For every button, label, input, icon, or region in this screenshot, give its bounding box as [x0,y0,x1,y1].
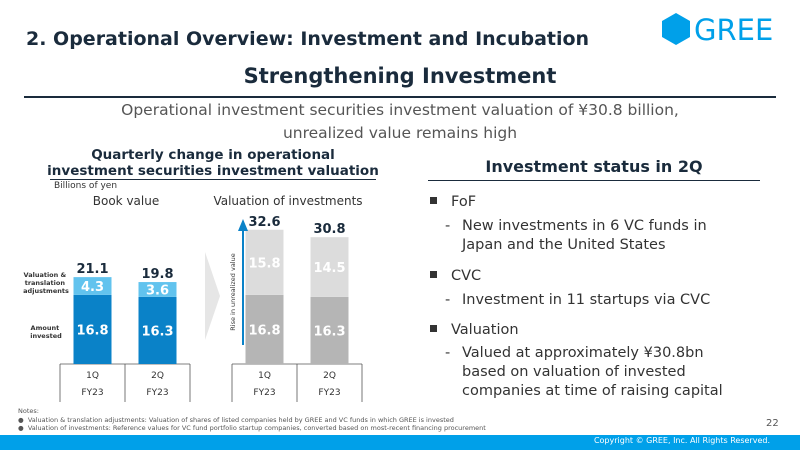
bullet-cvc: CVC [430,268,481,284]
book-value-bar-2Q-base [138,296,177,364]
adjustments-label-part-3: adjustments [23,287,69,295]
panel-title-line-2: investment securities investment valuati… [47,163,379,179]
bullet-cvc-label: CVC [451,268,482,284]
subtitle-line-2: unrealized value remains high [282,124,518,142]
arrow-up-icon [238,219,248,231]
bullet-cvc-line-1: Investment in 11 startups via CVC [462,292,711,308]
hexagon-icon [662,13,690,45]
book-value-bar-1Q-top [73,277,112,295]
rise-arrow-label: Rise in unrealized value [229,253,237,331]
unit-label: Billions of yen [54,181,118,191]
bullet-valuation-line-1: Valued at approximately ¥30.8bn [462,345,704,361]
footer-bar: Copyright © GREE, Inc. All Rights Reserv… [0,435,800,450]
bullet-square-icon [430,324,437,332]
note-item-2-text: Valuation of investments: Reference valu… [27,424,486,432]
book-value-total-label: 21.1 [76,262,108,277]
valuation-bar-2Q-base [310,296,349,364]
bullet-fof-line-1: New investments in 6 VC funds in [462,218,707,234]
right-chart-title: Valuation of investments [213,194,362,208]
panel-title-line-1: Quarterly change in operational [91,147,335,163]
dash-marker: - [445,292,451,308]
dash-marker: - [445,345,451,361]
valuation-total-label: 32.6 [248,215,280,230]
adjustments-label-part-1: Valuation & [24,271,67,279]
book-value-category-label: 1Q [86,371,99,381]
subtitle-line-1: Operational investment securities invest… [121,101,679,119]
note-item-2: ● Valuation of investments: Reference va… [18,424,486,432]
valuation-bar-label: 16.3 [313,324,345,339]
book-value-total-label: 19.8 [141,267,173,282]
bullet-square-icon [430,196,437,204]
amount-label-part-1: Amount [31,324,60,332]
adjustments-label-part-2: translation [25,279,66,287]
headline: Strengthening Investment [243,64,557,88]
book-value-category-label: 2Q [151,371,164,381]
bullet-fof-line-2: Japan and the United States [462,237,666,253]
investment-status-title: Investment status in 2Q [485,157,703,176]
book-value-period-label: FY23 [81,388,103,398]
copyright-text: Copyright © GREE, Inc. All Rights Reserv… [593,436,770,445]
headline-divider [24,96,776,98]
bullet-valuation-line-2: based on valuation of invested [462,364,686,380]
page-number: 22 [766,418,779,429]
valuation-period-label: FY23 [318,388,340,398]
panel-title-underline [50,179,376,180]
series-label-amount: Amount invested [30,324,62,340]
investment-status-underline [428,180,760,181]
valuation-category-label: 2Q [323,371,336,381]
valuation-bar-label: 14.5 [313,261,345,276]
bullet-valuation-line-3: companies at time of raising capital [462,383,723,399]
book-value-bar-label: 3.6 [146,283,169,298]
amount-label-part-2: invested [30,332,62,340]
chevron-right-icon [205,252,220,340]
bullet-fof-label: FoF [451,194,477,210]
book-value-bar-1Q-base [73,294,112,364]
axis-table [59,363,363,402]
notes-heading: Notes: [18,407,39,415]
book-value-period-label: FY23 [146,388,168,398]
valuation-bar-label: 16.8 [248,323,280,338]
right-bars-group: 16.8 15.8 32.6 1Q FY23 16.3 14.5 30.8 2Q FY23 [245,215,349,398]
left-chart-title: Book value [93,194,159,208]
valuation-category-label: 1Q [258,371,271,381]
bullet-valuation-label: Valuation [451,322,519,338]
bullet-valuation: Valuation [430,322,519,338]
series-label-adjustments: Valuation & translation adjustments [23,271,69,295]
valuation-bar-2Q-top [310,237,349,297]
bullet-fof: FoF [430,194,476,210]
book-value-bar-label: 16.3 [141,324,173,339]
investment-chart: Book value Valuation of investments Valu… [23,194,363,402]
left-bars-group: 16.8 4.3 21.1 1Q FY23 16.3 3.619.8 2Q FY23 [73,262,177,398]
valuation-bar-label: 15.8 [248,256,280,271]
valuation-bar-1Q-base [245,294,284,364]
book-value-bar-label: 4.3 [81,280,104,295]
dash-marker: - [445,218,451,234]
valuation-total-label: 30.8 [313,222,345,237]
valuation-bar-1Q-top [245,229,284,295]
note-item-1-text: Valuation & translation adjustments: Val… [27,416,454,424]
book-value-bar-label: 16.8 [76,323,108,338]
note-item-1: ● Valuation & translation adjustments: V… [18,416,454,424]
logo-text: GREE [694,13,774,47]
gree-logo: GREE [660,12,780,47]
book-value-bar-2Q-top [138,282,177,297]
bullet-square-icon [430,270,437,278]
valuation-period-label: FY23 [253,388,275,398]
section-title: 2. Operational Overview: Investment and … [26,28,590,50]
